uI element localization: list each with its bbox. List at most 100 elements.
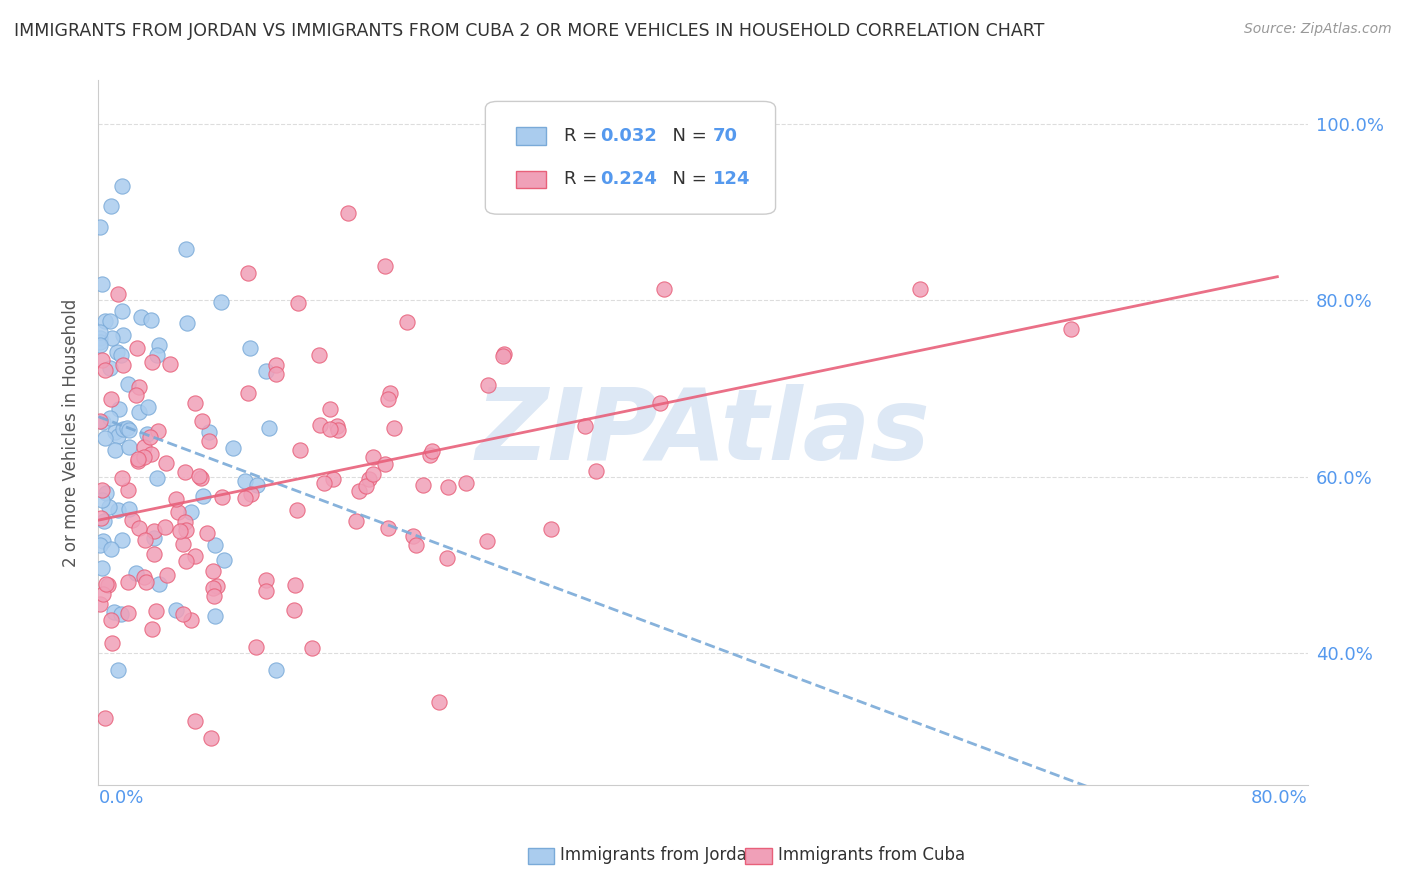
Point: [98, 313, 121, 327]
Point: [107, 664, 129, 678]
Point: [159, 357, 181, 371]
Point: [174, 242, 197, 256]
Point: [101, 635, 124, 649]
Point: [264, 368, 287, 382]
Point: [492, 347, 515, 361]
Point: [301, 640, 323, 655]
Text: 70: 70: [713, 127, 738, 145]
Point: [111, 533, 134, 547]
Point: [357, 471, 380, 485]
Point: [91, 483, 114, 497]
Text: Immigrants from Cuba: Immigrants from Cuba: [778, 847, 965, 864]
Point: [254, 364, 277, 378]
Point: [377, 520, 399, 534]
Point: [418, 448, 440, 462]
FancyBboxPatch shape: [516, 170, 546, 188]
Point: [107, 429, 129, 443]
Point: [336, 206, 359, 220]
Point: [139, 447, 162, 461]
Point: [155, 456, 177, 470]
Point: [344, 515, 367, 529]
Point: [319, 401, 342, 416]
Point: [167, 505, 190, 519]
Point: [136, 401, 159, 415]
Point: [378, 385, 401, 400]
Point: [374, 260, 396, 274]
Point: [100, 613, 122, 627]
Point: [148, 338, 170, 352]
Point: [420, 443, 443, 458]
Text: R =: R =: [564, 127, 603, 145]
Point: [101, 331, 124, 345]
Point: [98, 361, 121, 376]
Point: [117, 574, 139, 589]
Point: [172, 607, 194, 621]
Point: [89, 597, 111, 611]
Point: [238, 386, 260, 401]
Point: [112, 328, 135, 343]
Point: [117, 483, 139, 497]
Point: [93, 515, 115, 529]
Point: [115, 421, 138, 435]
Point: [198, 425, 221, 439]
Point: [111, 178, 134, 193]
Point: [309, 417, 332, 432]
Point: [142, 547, 165, 561]
Text: ZIPAtlas: ZIPAtlas: [475, 384, 931, 481]
Point: [221, 442, 243, 456]
FancyBboxPatch shape: [485, 102, 776, 214]
Point: [118, 440, 141, 454]
Point: [190, 471, 212, 485]
Point: [176, 316, 198, 330]
Point: [117, 501, 139, 516]
FancyBboxPatch shape: [527, 848, 554, 863]
Point: [105, 344, 128, 359]
FancyBboxPatch shape: [516, 128, 546, 145]
Point: [202, 589, 225, 603]
Point: [412, 478, 434, 492]
Point: [100, 199, 122, 213]
Point: [377, 392, 399, 407]
Point: [165, 603, 187, 617]
Point: [173, 515, 195, 529]
Text: 0.0%: 0.0%: [98, 789, 143, 807]
Point: [128, 380, 150, 394]
Point: [129, 310, 152, 325]
Text: 0.032: 0.032: [600, 127, 657, 145]
Point: [89, 538, 111, 552]
Point: [205, 578, 228, 592]
Point: [107, 287, 129, 301]
Point: [141, 354, 163, 368]
Point: [285, 503, 308, 517]
Point: [90, 510, 112, 524]
Point: [202, 581, 225, 595]
Point: [180, 505, 202, 519]
Point: [89, 335, 111, 350]
Point: [100, 392, 122, 406]
Text: N =: N =: [661, 127, 713, 145]
Point: [585, 464, 607, 478]
Point: [374, 457, 396, 471]
Point: [214, 553, 236, 567]
Point: [94, 313, 117, 327]
Point: [211, 490, 233, 504]
Point: [174, 523, 197, 537]
Point: [89, 331, 111, 345]
Point: [89, 220, 111, 235]
FancyBboxPatch shape: [745, 848, 772, 863]
Point: [153, 520, 176, 534]
Point: [402, 529, 425, 543]
Point: [236, 266, 259, 280]
Point: [91, 277, 114, 291]
Point: [427, 695, 450, 709]
Point: [146, 348, 169, 362]
Point: [209, 294, 232, 309]
Point: [1060, 322, 1083, 336]
Point: [204, 609, 226, 624]
Point: [187, 469, 209, 483]
Point: [257, 420, 280, 434]
Point: [94, 486, 117, 500]
Text: 80.0%: 80.0%: [1251, 789, 1308, 807]
Point: [361, 450, 384, 464]
Point: [200, 731, 222, 745]
